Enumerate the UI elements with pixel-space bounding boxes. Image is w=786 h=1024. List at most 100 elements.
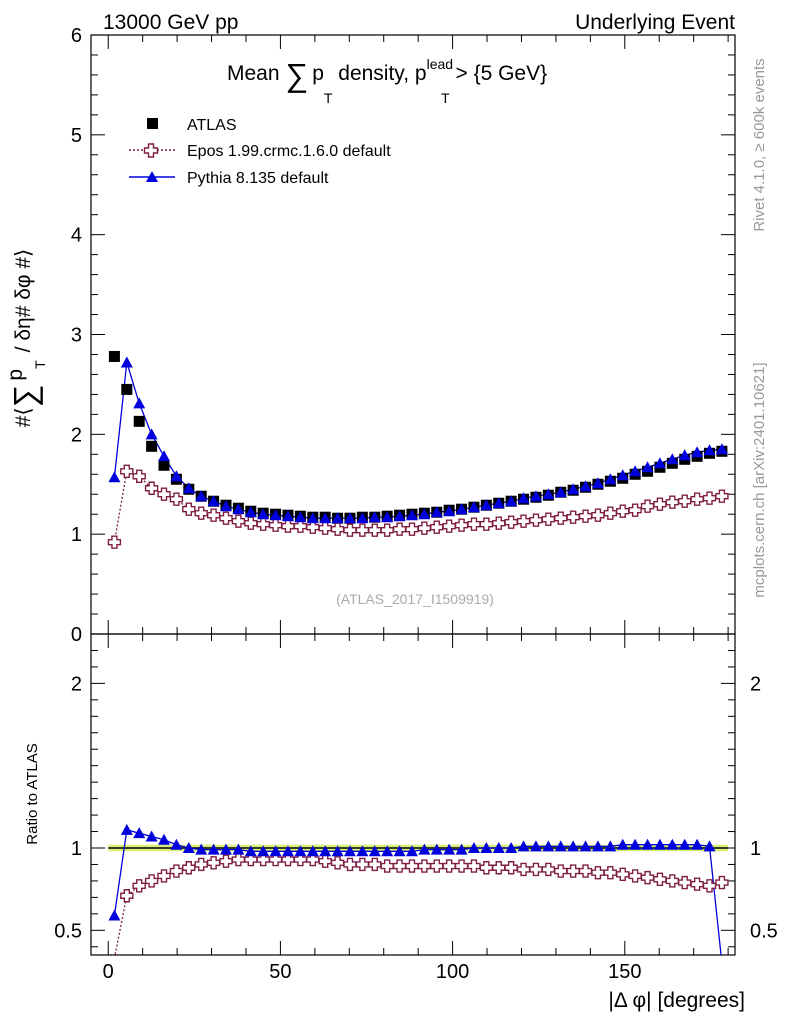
xtick-label: 100 [436, 961, 469, 983]
epos-data-point [169, 492, 184, 506]
epos-data-point [219, 511, 233, 525]
epos-data-point [380, 523, 394, 537]
atlas-data-point [158, 459, 170, 471]
pythia-data-point [207, 495, 220, 507]
pythia-data-point [244, 506, 257, 518]
pythia-ratio-point [505, 842, 518, 853]
epos-data-point [132, 469, 146, 483]
pythia-ratio-point [306, 845, 319, 857]
pythia-ratio-point [393, 845, 406, 857]
pythia-data-point [629, 465, 642, 477]
epos-ratio-point [343, 857, 357, 872]
main-y-label: #⟨∑pT/ δη# δφ #⟩ [4, 249, 48, 428]
pythia-ratio-point [517, 840, 530, 852]
epos-ratio-point [132, 879, 146, 893]
pythia-data-point [232, 503, 245, 515]
epos-ratio-point [219, 854, 233, 868]
epos-ratio-point [120, 889, 134, 903]
pythia-ratio-point [529, 840, 542, 852]
epos-ratio-point [603, 865, 618, 880]
epos-data-point [343, 523, 357, 537]
pythia-data-point [591, 477, 604, 489]
pythia-data-point [653, 457, 666, 469]
pythia-ratio-point [666, 838, 679, 850]
pythia-data-point [542, 488, 555, 500]
epos-data-point [541, 512, 556, 526]
pythia-data-point [145, 428, 158, 440]
legend-pythia-label: Pythia 8.135 default [187, 170, 329, 187]
epos-data-point [504, 515, 518, 529]
epos-data-point [120, 464, 134, 478]
pythia-data-point [381, 511, 394, 523]
ratio-series [108, 823, 729, 955]
pythia-ratio-point [604, 840, 617, 852]
pythia-data-point [480, 499, 493, 511]
epos-ratio-point [578, 864, 593, 878]
pythia-data-point [281, 510, 294, 522]
pythia-data-point [430, 506, 443, 518]
rivet-watermark: Rivet 4.1.0, ≥ 600k events [751, 58, 768, 231]
epos-data-point [566, 510, 580, 524]
main-series [107, 350, 729, 549]
pythia-ratio-point [356, 845, 369, 857]
pythia-ratio-point [703, 840, 716, 852]
epos-data-point [293, 519, 308, 533]
main-ytick-label: 6 [71, 25, 82, 47]
pythia-data-point [356, 512, 369, 524]
pythia-ratio-point [207, 843, 220, 855]
pythia-data-point [517, 492, 530, 504]
pythia-ratio-point [467, 842, 480, 853]
atlas-data-point [108, 350, 120, 362]
epos-data-point [479, 517, 494, 531]
epos-data-point [442, 519, 456, 533]
pythia-ratio-point [368, 845, 381, 857]
epos-ratio-point [169, 864, 184, 878]
epos-ratio-point [690, 877, 704, 891]
ratio-ytick-label-right: 0.5 [750, 920, 778, 942]
pythia-data-point [492, 497, 505, 509]
epos-data-point [678, 494, 692, 508]
epos-data-point [417, 521, 432, 535]
xtick-label: 150 [608, 961, 641, 983]
legend-atlas-marker [147, 118, 158, 129]
epos-data-point [318, 521, 332, 535]
pythia-ratio-point [591, 840, 604, 852]
pythia-ratio-point [430, 843, 443, 855]
pythia-ratio-point [653, 838, 666, 850]
pythia-data-point [120, 356, 133, 368]
legend-atlas-label: ATLAS [187, 117, 237, 134]
pythia-data-point [368, 511, 381, 523]
pythia-ratio-point [145, 830, 158, 842]
epos-data-point [591, 508, 605, 522]
pythia-data-point [604, 473, 617, 485]
pythia-ratio-point [579, 840, 592, 852]
mcplots-watermark: mcplots.cern.ch [arXiv:2401.10621] [751, 362, 768, 597]
xtick-label: 0 [103, 961, 114, 983]
ratio-ytick-label-right: 2 [750, 673, 761, 695]
epos-ratio-point [640, 870, 655, 885]
pythia-data-point [616, 469, 629, 481]
pythia-ratio-point [554, 840, 567, 852]
pythia-data-point [579, 480, 592, 492]
epos-data-point [281, 519, 295, 533]
epos-data-point [690, 492, 704, 506]
epos-ratio-point [529, 862, 543, 877]
pythia-data-point [678, 449, 691, 461]
epos-data-point [330, 522, 345, 536]
epos-data-point [405, 522, 419, 536]
epos-ratio-point [702, 879, 717, 893]
epos-data-point [256, 517, 270, 531]
epos-ratio-point [157, 869, 171, 883]
pythia-ratio-point [269, 845, 282, 857]
pythia-data-point [182, 482, 195, 494]
epos-ratio-point [554, 864, 568, 878]
epos-ratio-point [665, 874, 680, 888]
pythia-ratio-point [108, 909, 121, 921]
epos-ratio-point [566, 864, 580, 878]
pythia-data-point [567, 483, 580, 495]
main-ytick-label: 5 [71, 125, 82, 147]
pythia-ratio-point [170, 838, 183, 850]
pythia-ratio-point [405, 845, 418, 857]
pythia-ratio-point [443, 843, 456, 855]
ratio-ytick-label: 1 [71, 838, 82, 860]
